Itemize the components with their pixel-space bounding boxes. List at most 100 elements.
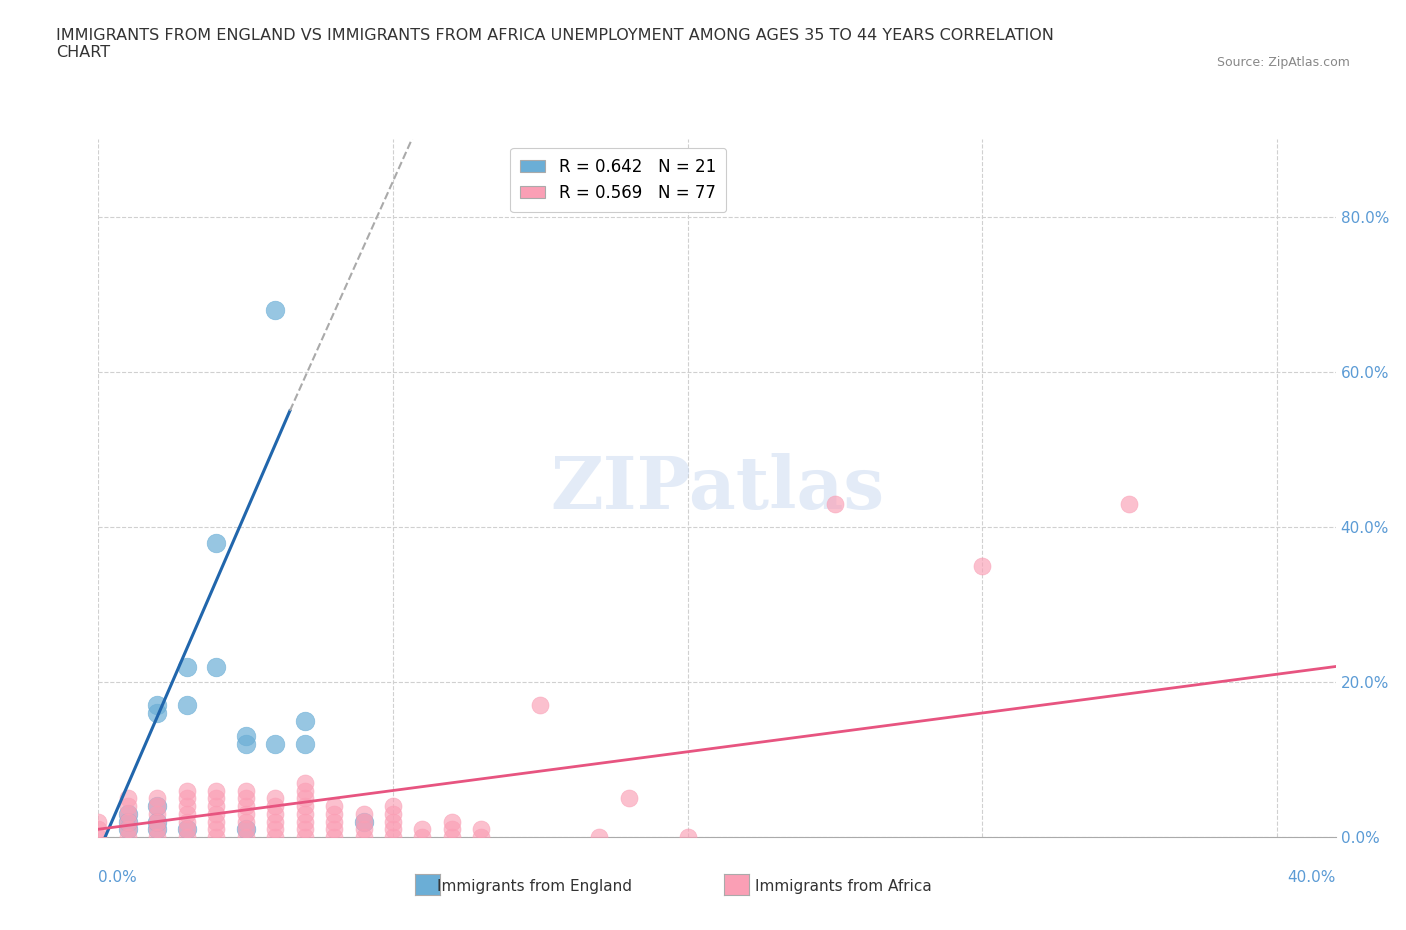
Point: [146, 806, 169, 821]
Point: [205, 535, 228, 550]
Point: [353, 830, 375, 844]
Point: [440, 822, 463, 837]
Point: [382, 822, 405, 837]
Point: [382, 806, 405, 821]
Point: [294, 799, 316, 814]
Point: [353, 806, 375, 821]
Point: [146, 822, 169, 837]
Point: [117, 806, 139, 821]
Point: [87, 830, 110, 844]
Point: [382, 799, 405, 814]
Point: [176, 790, 198, 805]
Point: [117, 806, 139, 821]
Point: [146, 799, 169, 814]
Point: [87, 814, 110, 829]
Text: 40.0%: 40.0%: [1288, 870, 1336, 884]
Point: [824, 497, 846, 512]
Point: [117, 822, 139, 837]
Text: ZIPatlas: ZIPatlas: [550, 453, 884, 524]
Point: [264, 814, 287, 829]
Point: [323, 830, 346, 844]
Point: [264, 737, 287, 751]
Point: [146, 790, 169, 805]
Point: [176, 822, 198, 837]
Point: [235, 830, 257, 844]
Point: [294, 814, 316, 829]
Point: [205, 806, 228, 821]
Point: [205, 783, 228, 798]
Point: [176, 822, 198, 837]
Point: [205, 814, 228, 829]
Point: [205, 659, 228, 674]
Point: [146, 698, 169, 712]
Point: [235, 806, 257, 821]
Point: [411, 822, 433, 837]
Point: [235, 822, 257, 837]
Text: Immigrants from England: Immigrants from England: [437, 879, 631, 894]
Point: [617, 790, 640, 805]
Point: [205, 799, 228, 814]
Point: [529, 698, 551, 712]
Point: [146, 706, 169, 721]
Point: [117, 830, 139, 844]
Text: IMMIGRANTS FROM ENGLAND VS IMMIGRANTS FROM AFRICA UNEMPLOYMENT AMONG AGES 35 TO : IMMIGRANTS FROM ENGLAND VS IMMIGRANTS FR…: [56, 28, 1054, 60]
Point: [146, 830, 169, 844]
Point: [117, 799, 139, 814]
Text: Immigrants from Africa: Immigrants from Africa: [755, 879, 932, 894]
Point: [294, 776, 316, 790]
Point: [235, 814, 257, 829]
Point: [176, 799, 198, 814]
Point: [294, 713, 316, 728]
Legend: R = 0.642   N = 21, R = 0.569   N = 77: R = 0.642 N = 21, R = 0.569 N = 77: [510, 148, 725, 212]
Point: [117, 822, 139, 837]
Point: [205, 830, 228, 844]
Point: [353, 822, 375, 837]
Point: [294, 783, 316, 798]
Point: [264, 302, 287, 317]
Point: [235, 783, 257, 798]
Point: [235, 729, 257, 744]
Point: [146, 814, 169, 829]
Point: [205, 790, 228, 805]
Point: [117, 790, 139, 805]
Point: [294, 737, 316, 751]
Point: [264, 806, 287, 821]
Point: [176, 806, 198, 821]
Point: [323, 806, 346, 821]
Point: [235, 799, 257, 814]
Point: [1118, 497, 1140, 512]
Point: [294, 790, 316, 805]
Point: [440, 814, 463, 829]
Point: [323, 814, 346, 829]
Text: 0.0%: 0.0%: [98, 870, 138, 884]
Point: [440, 830, 463, 844]
Point: [382, 830, 405, 844]
Point: [176, 698, 198, 712]
Point: [117, 814, 139, 829]
Point: [87, 822, 110, 837]
Point: [176, 783, 198, 798]
Point: [264, 822, 287, 837]
Point: [176, 659, 198, 674]
Point: [176, 814, 198, 829]
Point: [972, 558, 994, 573]
Point: [117, 814, 139, 829]
Point: [470, 830, 492, 844]
Text: Source: ZipAtlas.com: Source: ZipAtlas.com: [1216, 56, 1350, 69]
Point: [294, 830, 316, 844]
Point: [264, 790, 287, 805]
Point: [235, 737, 257, 751]
Point: [146, 799, 169, 814]
Point: [470, 822, 492, 837]
Point: [264, 799, 287, 814]
Point: [205, 822, 228, 837]
Point: [235, 822, 257, 837]
Point: [146, 822, 169, 837]
Point: [588, 830, 610, 844]
Point: [353, 814, 375, 829]
Point: [323, 822, 346, 837]
Point: [382, 814, 405, 829]
Point: [146, 814, 169, 829]
Point: [294, 806, 316, 821]
Point: [676, 830, 699, 844]
